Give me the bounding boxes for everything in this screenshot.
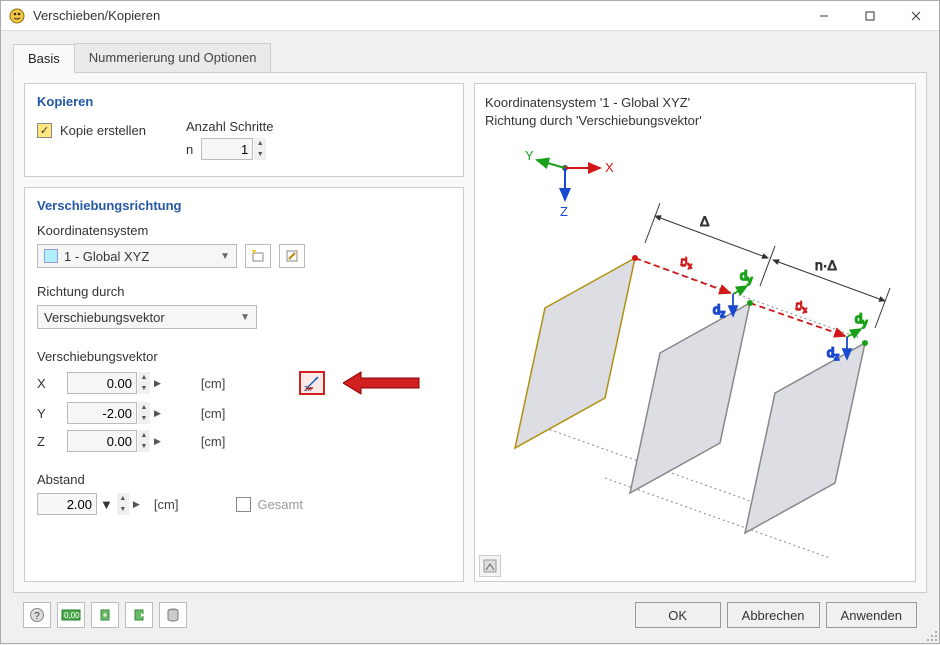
x-play-icon[interactable]: ▶ [152,372,163,394]
preview-panel: Koordinatensystem '1 - Global XYZ' Richt… [474,83,916,582]
preview-title: Koordinatensystem '1 - Global XYZ' Richt… [485,94,905,130]
y-input[interactable] [67,402,137,424]
apply-button[interactable]: Anwenden [826,602,917,628]
group-kopieren: Kopieren ✓ Kopie erstellen Anzahl Schrit… [24,83,464,177]
y-spinner[interactable]: ▲▼ ▶ [67,402,191,424]
app-icon [9,8,25,24]
steps-up[interactable]: ▲ [254,138,266,149]
svg-text:dz: dz [713,302,725,320]
chevron-down-icon: ▼ [220,251,230,262]
steps-down[interactable]: ▼ [254,149,266,160]
delta-label: Δ [700,213,709,229]
window-buttons [801,1,939,31]
y-unit: [cm] [201,406,253,421]
dialog-window: Verschieben/Kopieren Basis Nummerierung … [0,0,940,644]
preview-canvas: X Y Z Δ [485,138,905,568]
titlebar: Verschieben/Kopieren [1,1,939,31]
cancel-button[interactable]: Abbrechen [727,602,820,628]
preview-line1: Koordinatensystem '1 - Global XYZ' [485,94,905,112]
z-label: Z [37,434,61,449]
coord-label: Koordinatensystem [37,223,451,238]
abstand-unit: [cm] [154,497,179,512]
axis-z-label: Z [560,204,568,219]
y-label: Y [37,406,61,421]
minimize-button[interactable] [801,1,847,31]
y-play-icon[interactable]: ▶ [152,402,163,424]
maximize-button[interactable] [847,1,893,31]
tab-strip: Basis Nummerierung und Optionen [13,43,927,73]
direction-label: Richtung durch [37,284,451,299]
preview-mode-button[interactable] [479,555,501,577]
steps-input[interactable] [201,138,253,160]
content-area: Basis Nummerierung und Optionen Kopieren… [1,31,939,643]
window-title: Verschieben/Kopieren [33,8,801,23]
main-frame: Kopieren ✓ Kopie erstellen Anzahl Schrit… [13,73,927,593]
steps-label: Anzahl Schritte [186,119,273,134]
pick-points-button[interactable]: 2x [299,371,325,395]
tab-nummerierung[interactable]: Nummerierung und Optionen [74,43,272,72]
new-coord-button[interactable] [245,244,271,268]
bottom-bar: ? 0,00 OK Abbrechen Anwenden [13,593,927,637]
group-kopieren-title: Kopieren [37,94,451,109]
axis-x-label: X [605,160,614,175]
vector-label: Verschiebungsvektor [37,349,451,364]
copy-checkbox[interactable]: ✓ [37,123,52,138]
chevron-down-icon: ▼ [240,312,250,323]
abstand-label: Abstand [37,472,451,487]
ok-button[interactable]: OK [635,602,721,628]
resize-grip[interactable] [926,630,938,642]
gesamt-label: Gesamt [257,497,303,512]
left-panel: Kopieren ✓ Kopie erstellen Anzahl Schrit… [24,83,464,582]
z-unit: [cm] [201,434,253,449]
svg-text:dx: dx [680,254,692,272]
svg-text:0,00: 0,00 [64,611,80,620]
chevron-down-icon[interactable]: ▼ [97,497,116,512]
help-button[interactable]: ? [23,602,51,628]
preview-line2: Richtung durch 'Verschiebungsvektor' [485,112,905,130]
svg-text:?: ? [34,611,40,622]
svg-text:dx: dx [795,298,807,316]
close-button[interactable] [893,1,939,31]
direction-value: Verschiebungsvektor [44,310,165,325]
z-play-icon[interactable]: ▶ [152,430,163,452]
direction-combo[interactable]: Verschiebungsvektor ▼ [37,305,257,329]
svg-text:2x: 2x [304,386,312,392]
gesamt-checkbox[interactable] [236,497,251,512]
coord-combo[interactable]: 1 - Global XYZ ▼ [37,244,237,268]
group-richtung-title: Verschiebungsrichtung [37,198,451,213]
abstand-play-icon[interactable]: ▶ [131,493,142,515]
steps-symbol: n [186,142,193,157]
import-button[interactable] [91,602,119,628]
ndelta-label: n·Δ [815,257,837,273]
z-spinner[interactable]: ▲▼ ▶ [67,430,191,452]
abstand-spinner[interactable]: ▼ ▲▼ ▶ [37,493,142,515]
units-button[interactable]: 0,00 [57,602,85,628]
export-button[interactable] [125,602,153,628]
x-label: X [37,376,61,391]
x-spinner[interactable]: ▲▼ ▶ [67,372,191,394]
tab-basis[interactable]: Basis [13,44,75,73]
z-input[interactable] [67,430,137,452]
coord-swatch [44,249,58,263]
edit-coord-button[interactable] [279,244,305,268]
steps-spinner[interactable]: ▲▼ [201,138,266,160]
callout-arrow-icon [343,370,423,396]
abstand-input[interactable] [37,493,97,515]
svg-text:dy: dy [855,311,867,329]
svg-text:dy: dy [740,268,752,286]
coord-value: 1 - Global XYZ [64,249,149,264]
x-input[interactable] [67,372,137,394]
group-richtung: Verschiebungsrichtung Koordinatensystem … [24,187,464,582]
axis-y-label: Y [525,148,534,163]
copy-checkbox-label: Kopie erstellen [60,123,146,138]
x-unit: [cm] [201,376,253,391]
database-button[interactable] [159,602,187,628]
